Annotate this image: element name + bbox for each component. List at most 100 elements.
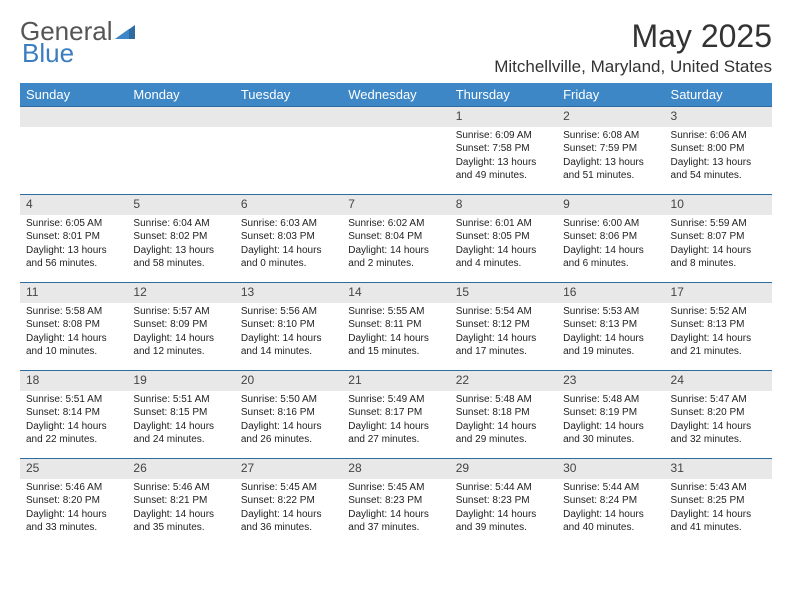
day-details: Sunrise: 6:02 AMSunset: 8:04 PMDaylight:… xyxy=(342,215,449,275)
calendar-cell: 16Sunrise: 5:53 AMSunset: 8:13 PMDayligh… xyxy=(557,283,664,371)
day-details: Sunrise: 6:01 AMSunset: 8:05 PMDaylight:… xyxy=(450,215,557,275)
calendar-cell: 30Sunrise: 5:44 AMSunset: 8:24 PMDayligh… xyxy=(557,459,664,547)
day-number: 5 xyxy=(127,195,234,215)
day-details: Sunrise: 6:06 AMSunset: 8:00 PMDaylight:… xyxy=(665,127,772,187)
day-details: Sunrise: 5:50 AMSunset: 8:16 PMDaylight:… xyxy=(235,391,342,451)
day-header: Tuesday xyxy=(235,83,342,107)
day-number: 28 xyxy=(342,459,449,479)
day-details xyxy=(342,127,449,187)
day-number: 16 xyxy=(557,283,664,303)
day-details: Sunrise: 6:05 AMSunset: 8:01 PMDaylight:… xyxy=(20,215,127,275)
calendar-cell: 26Sunrise: 5:46 AMSunset: 8:21 PMDayligh… xyxy=(127,459,234,547)
day-details: Sunrise: 5:44 AMSunset: 8:23 PMDaylight:… xyxy=(450,479,557,539)
calendar-cell: 15Sunrise: 5:54 AMSunset: 8:12 PMDayligh… xyxy=(450,283,557,371)
day-details: Sunrise: 5:45 AMSunset: 8:22 PMDaylight:… xyxy=(235,479,342,539)
day-number: 21 xyxy=(342,371,449,391)
day-number: 18 xyxy=(20,371,127,391)
day-number: 14 xyxy=(342,283,449,303)
day-number: 3 xyxy=(665,107,772,127)
day-details: Sunrise: 5:55 AMSunset: 8:11 PMDaylight:… xyxy=(342,303,449,363)
day-number: 4 xyxy=(20,195,127,215)
day-header: Monday xyxy=(127,83,234,107)
calendar-cell: 27Sunrise: 5:45 AMSunset: 8:22 PMDayligh… xyxy=(235,459,342,547)
day-number: 11 xyxy=(20,283,127,303)
calendar-table: SundayMondayTuesdayWednesdayThursdayFrid… xyxy=(20,83,772,547)
day-header: Sunday xyxy=(20,83,127,107)
calendar-cell: 20Sunrise: 5:50 AMSunset: 8:16 PMDayligh… xyxy=(235,371,342,459)
day-number: 8 xyxy=(450,195,557,215)
day-details: Sunrise: 5:43 AMSunset: 8:25 PMDaylight:… xyxy=(665,479,772,539)
day-number: 29 xyxy=(450,459,557,479)
day-number: 19 xyxy=(127,371,234,391)
day-details: Sunrise: 5:48 AMSunset: 8:18 PMDaylight:… xyxy=(450,391,557,451)
calendar-cell xyxy=(235,107,342,195)
day-number xyxy=(235,107,342,127)
day-number: 10 xyxy=(665,195,772,215)
day-number: 31 xyxy=(665,459,772,479)
calendar-cell: 10Sunrise: 5:59 AMSunset: 8:07 PMDayligh… xyxy=(665,195,772,283)
day-number xyxy=(342,107,449,127)
calendar-cell: 8Sunrise: 6:01 AMSunset: 8:05 PMDaylight… xyxy=(450,195,557,283)
table-row: 25Sunrise: 5:46 AMSunset: 8:20 PMDayligh… xyxy=(20,459,772,547)
day-number: 30 xyxy=(557,459,664,479)
day-details: Sunrise: 5:49 AMSunset: 8:17 PMDaylight:… xyxy=(342,391,449,451)
day-number: 25 xyxy=(20,459,127,479)
calendar-cell: 11Sunrise: 5:58 AMSunset: 8:08 PMDayligh… xyxy=(20,283,127,371)
day-details xyxy=(235,127,342,187)
day-details: Sunrise: 5:54 AMSunset: 8:12 PMDaylight:… xyxy=(450,303,557,363)
day-details: Sunrise: 5:46 AMSunset: 8:20 PMDaylight:… xyxy=(20,479,127,539)
table-row: 1Sunrise: 6:09 AMSunset: 7:58 PMDaylight… xyxy=(20,107,772,195)
calendar-cell: 13Sunrise: 5:56 AMSunset: 8:10 PMDayligh… xyxy=(235,283,342,371)
calendar-cell: 14Sunrise: 5:55 AMSunset: 8:11 PMDayligh… xyxy=(342,283,449,371)
day-number: 22 xyxy=(450,371,557,391)
location-text: Mitchellville, Maryland, United States xyxy=(494,57,772,77)
calendar-cell: 25Sunrise: 5:46 AMSunset: 8:20 PMDayligh… xyxy=(20,459,127,547)
day-details: Sunrise: 6:00 AMSunset: 8:06 PMDaylight:… xyxy=(557,215,664,275)
day-number: 7 xyxy=(342,195,449,215)
calendar-cell xyxy=(127,107,234,195)
day-details: Sunrise: 5:51 AMSunset: 8:14 PMDaylight:… xyxy=(20,391,127,451)
table-row: 11Sunrise: 5:58 AMSunset: 8:08 PMDayligh… xyxy=(20,283,772,371)
day-details: Sunrise: 5:56 AMSunset: 8:10 PMDaylight:… xyxy=(235,303,342,363)
table-row: 18Sunrise: 5:51 AMSunset: 8:14 PMDayligh… xyxy=(20,371,772,459)
calendar-cell: 1Sunrise: 6:09 AMSunset: 7:58 PMDaylight… xyxy=(450,107,557,195)
day-number xyxy=(127,107,234,127)
calendar-cell: 9Sunrise: 6:00 AMSunset: 8:06 PMDaylight… xyxy=(557,195,664,283)
calendar-cell xyxy=(20,107,127,195)
day-header: Friday xyxy=(557,83,664,107)
calendar-cell: 2Sunrise: 6:08 AMSunset: 7:59 PMDaylight… xyxy=(557,107,664,195)
calendar-cell: 17Sunrise: 5:52 AMSunset: 8:13 PMDayligh… xyxy=(665,283,772,371)
calendar-cell: 19Sunrise: 5:51 AMSunset: 8:15 PMDayligh… xyxy=(127,371,234,459)
day-details xyxy=(127,127,234,187)
calendar-cell: 3Sunrise: 6:06 AMSunset: 8:00 PMDaylight… xyxy=(665,107,772,195)
calendar-cell: 23Sunrise: 5:48 AMSunset: 8:19 PMDayligh… xyxy=(557,371,664,459)
day-header: Saturday xyxy=(665,83,772,107)
day-details xyxy=(20,127,127,187)
day-details: Sunrise: 5:48 AMSunset: 8:19 PMDaylight:… xyxy=(557,391,664,451)
day-number: 24 xyxy=(665,371,772,391)
calendar-cell: 28Sunrise: 5:45 AMSunset: 8:23 PMDayligh… xyxy=(342,459,449,547)
day-details: Sunrise: 5:44 AMSunset: 8:24 PMDaylight:… xyxy=(557,479,664,539)
day-header: Thursday xyxy=(450,83,557,107)
day-number: 20 xyxy=(235,371,342,391)
day-number: 12 xyxy=(127,283,234,303)
calendar-cell: 22Sunrise: 5:48 AMSunset: 8:18 PMDayligh… xyxy=(450,371,557,459)
calendar-cell: 12Sunrise: 5:57 AMSunset: 8:09 PMDayligh… xyxy=(127,283,234,371)
day-details: Sunrise: 5:47 AMSunset: 8:20 PMDaylight:… xyxy=(665,391,772,451)
calendar-head: SundayMondayTuesdayWednesdayThursdayFrid… xyxy=(20,83,772,107)
day-details: Sunrise: 5:59 AMSunset: 8:07 PMDaylight:… xyxy=(665,215,772,275)
day-details: Sunrise: 5:57 AMSunset: 8:09 PMDaylight:… xyxy=(127,303,234,363)
day-number: 17 xyxy=(665,283,772,303)
calendar-cell xyxy=(342,107,449,195)
day-number: 9 xyxy=(557,195,664,215)
calendar-cell: 6Sunrise: 6:03 AMSunset: 8:03 PMDaylight… xyxy=(235,195,342,283)
calendar-cell: 4Sunrise: 6:05 AMSunset: 8:01 PMDaylight… xyxy=(20,195,127,283)
day-header: Wednesday xyxy=(342,83,449,107)
day-number xyxy=(20,107,127,127)
day-details: Sunrise: 5:53 AMSunset: 8:13 PMDaylight:… xyxy=(557,303,664,363)
day-number: 1 xyxy=(450,107,557,127)
day-details: Sunrise: 6:03 AMSunset: 8:03 PMDaylight:… xyxy=(235,215,342,275)
calendar-cell: 31Sunrise: 5:43 AMSunset: 8:25 PMDayligh… xyxy=(665,459,772,547)
day-number: 27 xyxy=(235,459,342,479)
day-details: Sunrise: 6:08 AMSunset: 7:59 PMDaylight:… xyxy=(557,127,664,187)
